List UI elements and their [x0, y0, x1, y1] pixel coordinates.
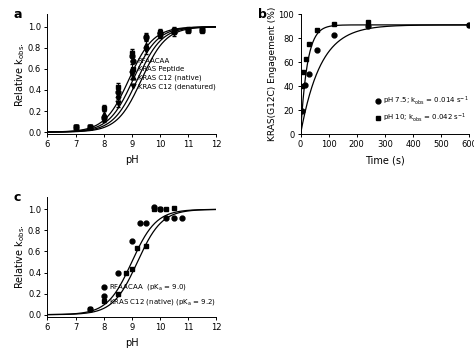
Text: b: b [258, 8, 267, 21]
KRAS C12 (native) (pK$_\mathrm{a}$ = 9.2) [135, 246, 140, 250]
Line: pH 7.5; k$_\mathrm{obs}$ = 0.014 s$^{-1}$: pH 7.5; k$_\mathrm{obs}$ = 0.014 s$^{-1}… [300, 23, 472, 114]
RFAACAA  (pK$_\mathrm{a}$ = 9.0) [180, 216, 185, 220]
RFAACAA  (pK$_\mathrm{a}$ = 9.0) [137, 221, 143, 225]
KRAS C12 (native) (pK$_\mathrm{a}$ = 9.2) [171, 206, 177, 210]
pH 10; k$_\mathrm{obs}$ = 0.042 s$^{-1}$ [331, 21, 337, 26]
KRAS C12 (native) (pK$_\mathrm{a}$ = 9.2) [87, 307, 92, 312]
RFAACAA  (pK$_\mathrm{a}$ = 9.0) [151, 205, 157, 209]
pH 7.5; k$_\mathrm{obs}$ = 0.014 s$^{-1}$ [331, 32, 337, 37]
RFAACAA  (pK$_\mathrm{a}$ = 9.0) [171, 216, 177, 220]
pH 10; k$_\mathrm{obs}$ = 0.042 s$^{-1}$ [301, 70, 306, 74]
Y-axis label: KRAS(G12C) Engagement (%): KRAS(G12C) Engagement (%) [268, 7, 277, 142]
pH 10; k$_\mathrm{obs}$ = 0.042 s$^{-1}$ [306, 42, 312, 46]
Legend: RFAACAA, KRAS Peptide, KRAS C12 (native), KRAS C12 (denatured): RFAACAA, KRAS Peptide, KRAS C12 (native)… [129, 57, 216, 91]
pH 7.5; k$_\mathrm{obs}$ = 0.014 s$^{-1}$ [365, 24, 371, 28]
Line: RFAACAA  (pK$_\mathrm{a}$ = 9.0): RFAACAA (pK$_\mathrm{a}$ = 9.0) [87, 205, 185, 312]
X-axis label: pH: pH [125, 338, 138, 348]
KRAS C12 (native) (pK$_\mathrm{a}$ = 9.2) [143, 244, 149, 248]
KRAS C12 (native) (pK$_\mathrm{a}$ = 9.2) [115, 291, 120, 296]
pH 10; k$_\mathrm{obs}$ = 0.042 s$^{-1}$ [299, 84, 305, 88]
pH 7.5; k$_\mathrm{obs}$ = 0.014 s$^{-1}$ [302, 83, 308, 87]
pH 10; k$_\mathrm{obs}$ = 0.042 s$^{-1}$ [315, 27, 320, 32]
KRAS C12 (native) (pK$_\mathrm{a}$ = 9.2) [163, 207, 168, 212]
pH 10; k$_\mathrm{obs}$ = 0.042 s$^{-1}$ [365, 20, 371, 25]
Y-axis label: Relative k$_\mathrm{obs}$.: Relative k$_\mathrm{obs}$. [13, 224, 27, 289]
pH 10; k$_\mathrm{obs}$ = 0.042 s$^{-1}$ [466, 23, 472, 27]
RFAACAA  (pK$_\mathrm{a}$ = 9.0) [143, 221, 149, 225]
Text: a: a [14, 8, 22, 21]
RFAACAA  (pK$_\mathrm{a}$ = 9.0) [129, 239, 135, 243]
Y-axis label: Relative k$_\mathrm{obs}$.: Relative k$_\mathrm{obs}$. [13, 42, 27, 107]
RFAACAA  (pK$_\mathrm{a}$ = 9.0) [163, 216, 168, 220]
RFAACAA  (pK$_\mathrm{a}$ = 9.0) [115, 270, 120, 275]
Text: c: c [14, 191, 21, 204]
RFAACAA  (pK$_\mathrm{a}$ = 9.0) [87, 307, 92, 312]
RFAACAA  (pK$_\mathrm{a}$ = 9.0) [157, 207, 163, 212]
Legend: RFAACAA  (pK$_\mathrm{a}$ = 9.0), KRAS C12 (native) (pK$_\mathrm{a}$ = 9.2): RFAACAA (pK$_\mathrm{a}$ = 9.0), KRAS C1… [100, 282, 216, 307]
pH 10; k$_\mathrm{obs}$ = 0.042 s$^{-1}$ [303, 56, 309, 61]
RFAACAA  (pK$_\mathrm{a}$ = 9.0) [101, 294, 107, 298]
pH 7.5; k$_\mathrm{obs}$ = 0.014 s$^{-1}$ [306, 72, 312, 76]
X-axis label: pH: pH [125, 155, 138, 165]
KRAS C12 (native) (pK$_\mathrm{a}$ = 9.2) [151, 207, 157, 212]
pH 7.5; k$_\mathrm{obs}$ = 0.014 s$^{-1}$ [466, 23, 472, 27]
Line: pH 10; k$_\mathrm{obs}$ = 0.042 s$^{-1}$: pH 10; k$_\mathrm{obs}$ = 0.042 s$^{-1}$ [300, 20, 472, 89]
pH 7.5; k$_\mathrm{obs}$ = 0.014 s$^{-1}$ [315, 48, 320, 52]
KRAS C12 (native) (pK$_\mathrm{a}$ = 9.2) [157, 207, 163, 212]
Legend: pH 7.5; k$_\mathrm{obs}$ = 0.014 s$^{-1}$, pH 10; k$_\mathrm{obs}$ = 0.042 s$^{-: pH 7.5; k$_\mathrm{obs}$ = 0.014 s$^{-1}… [374, 94, 469, 125]
pH 7.5; k$_\mathrm{obs}$ = 0.014 s$^{-1}$ [299, 109, 305, 113]
KRAS C12 (native) (pK$_\mathrm{a}$ = 9.2) [123, 270, 129, 275]
Line: KRAS C12 (native) (pK$_\mathrm{a}$ = 9.2): KRAS C12 (native) (pK$_\mathrm{a}$ = 9.2… [87, 206, 176, 312]
X-axis label: Time (s): Time (s) [365, 155, 405, 165]
KRAS C12 (native) (pK$_\mathrm{a}$ = 9.2) [129, 267, 135, 271]
